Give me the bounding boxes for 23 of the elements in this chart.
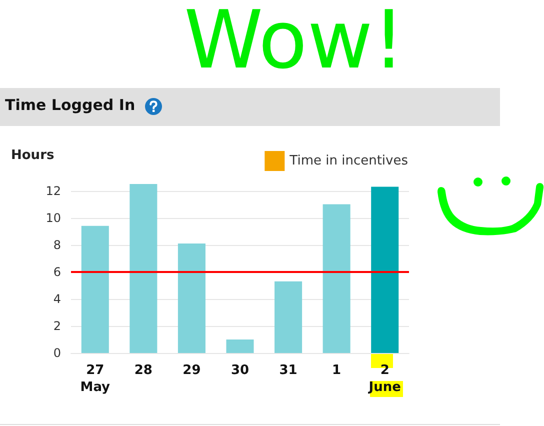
- text: Wow!: [184, 0, 405, 86]
- x-tick-label: 27 May: [80, 363, 111, 395]
- bar: [322, 204, 350, 353]
- y-tick-label: 12: [46, 184, 61, 198]
- x-tick-label: 30: [230, 363, 250, 378]
- x-tick-label: 29: [182, 363, 201, 378]
- bar: [178, 243, 206, 353]
- x-tick-label: 31: [279, 363, 298, 378]
- chart-title: Time Logged In: [5, 96, 136, 114]
- y-tick-label: 2: [53, 318, 61, 333]
- x-tick-label: 1: [332, 363, 342, 378]
- y-tick-label: 8: [53, 238, 61, 252]
- bar: [81, 226, 109, 353]
- y-axis-title: Hours: [11, 148, 54, 163]
- bar: [274, 281, 302, 353]
- y-tick-label: 0: [53, 346, 61, 360]
- y-tick-label: 10: [46, 210, 61, 225]
- bar: [226, 339, 254, 353]
- x-tick-label: 28: [134, 363, 152, 378]
- legend-label: Time in incentives: [288, 154, 408, 168]
- y-tick-label: 6: [53, 264, 61, 279]
- bar: [130, 184, 158, 353]
- y-tick-label: 4: [53, 292, 61, 306]
